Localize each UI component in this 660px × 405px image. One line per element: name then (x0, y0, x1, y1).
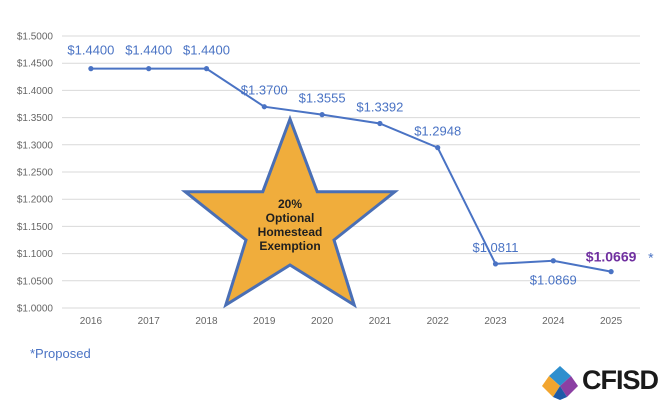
proposed-footnote: *Proposed (30, 346, 91, 361)
x-tick-label: 2018 (195, 316, 218, 327)
y-tick-label: $1.1500 (17, 222, 54, 233)
series-line (90, 67, 612, 273)
star-annotation-line: 20% (278, 197, 302, 211)
data-point (608, 269, 614, 275)
data-point (203, 66, 210, 72)
y-tick-label: $1.4500 (17, 59, 54, 70)
y-tick-label: $1.5000 (17, 32, 54, 43)
y-tick-label: $1.4000 (17, 86, 54, 97)
data-label: $1.3392 (356, 99, 403, 114)
data-point (377, 120, 383, 127)
data-point (435, 145, 441, 151)
x-tick-label: 2016 (80, 316, 103, 327)
data-label: $1.3555 (299, 91, 346, 106)
cfisd-logo-text: CFISD (582, 365, 659, 395)
data-label: $1.3700 (241, 83, 288, 98)
data-label: $1.2948 (414, 124, 461, 139)
y-tick-label: $1.3000 (17, 140, 54, 151)
y-tick-label: $1.0500 (17, 276, 54, 287)
data-point (261, 104, 267, 110)
x-tick-label: 2023 (484, 316, 507, 327)
homestead-exemption-star (180, 114, 400, 309)
data-label: $1.0869 (530, 273, 577, 288)
x-tick-label: 2024 (542, 316, 565, 327)
x-tick-label: 2022 (427, 316, 450, 327)
star-annotation-line: Optional (266, 211, 315, 225)
y-tick-label: $1.0000 (17, 304, 54, 315)
x-tick-label: 2021 (369, 316, 392, 327)
y-tick-label: $1.2000 (17, 195, 54, 206)
y-tick-label: $1.1000 (17, 249, 54, 260)
star-annotation-line: Homestead (258, 225, 323, 239)
data-label: $1.4400 (67, 43, 114, 58)
star-annotation-line: Exemption (259, 239, 320, 253)
data-point (88, 66, 94, 72)
cfisd-logo: CFISD (540, 364, 659, 400)
data-label: $1.0669 (586, 249, 637, 265)
x-tick-label: 2020 (311, 316, 334, 327)
y-tick-label: $1.2500 (17, 168, 54, 179)
x-tick-label: 2025 (600, 316, 623, 327)
data-point (319, 112, 325, 118)
data-label: $1.4400 (183, 43, 230, 58)
x-tick-label: 2017 (138, 316, 161, 327)
tax-rate-chart: $1.0000 $1.0500 $1.1000 $1.1500 $1.2000 $1.25… (17, 32, 654, 328)
cfisd-logo-icon (542, 366, 578, 400)
x-tick-label: 2019 (253, 316, 276, 327)
data-point (146, 66, 152, 72)
data-label: $1.0811 (472, 240, 518, 255)
data-point (550, 258, 556, 264)
proposed-asterisk: * (648, 250, 654, 266)
y-tick-label: $1.3500 (17, 113, 54, 124)
data-label: $1.4400 (125, 43, 172, 58)
data-point (492, 261, 499, 267)
